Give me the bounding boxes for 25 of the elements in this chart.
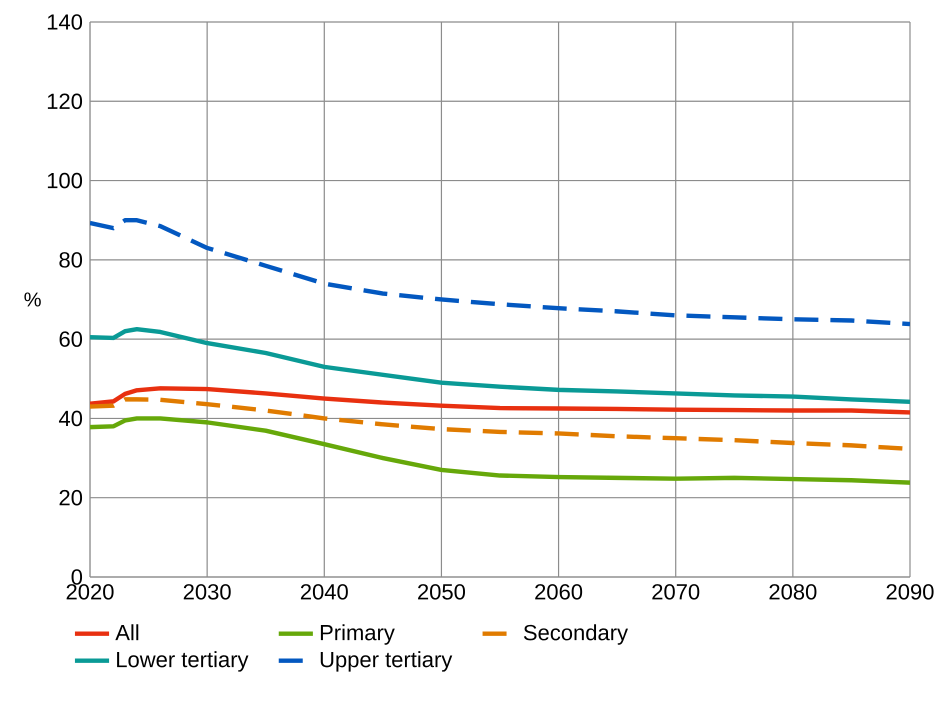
legend-label: Lower tertiary xyxy=(117,651,248,672)
x-tick-label: 2020 xyxy=(66,584,114,600)
legend-label: Secondary xyxy=(524,624,628,645)
y-tick-label: 20 xyxy=(60,490,82,506)
line-series xyxy=(90,386,910,415)
x-tick-label: 2060 xyxy=(535,584,582,600)
x-tick-label: 2070 xyxy=(652,584,700,600)
x-tick-label: 2050 xyxy=(418,584,466,600)
y-tick-label: 80 xyxy=(59,252,82,268)
y-tick-label: 120 xyxy=(48,94,82,110)
y-tick-label: 60 xyxy=(60,331,82,347)
x-tick-label: 2030 xyxy=(184,584,231,600)
line-series xyxy=(90,218,910,326)
legend-label: Upper tertiary xyxy=(320,651,452,672)
legend-label: Primary xyxy=(320,624,395,645)
y-tick-label: 40 xyxy=(58,410,82,426)
y-tick-label: 0 xyxy=(72,569,82,585)
legend-label: All xyxy=(115,624,138,640)
line-series xyxy=(90,416,910,485)
y-axis-title: % xyxy=(24,292,41,306)
x-tick-label: 2090 xyxy=(886,584,934,600)
x-tick-label: 2040 xyxy=(300,584,348,600)
y-tick-label: 100 xyxy=(48,172,82,188)
x-tick-label: 2080 xyxy=(769,584,816,600)
y-tick-label: 140 xyxy=(48,14,82,30)
